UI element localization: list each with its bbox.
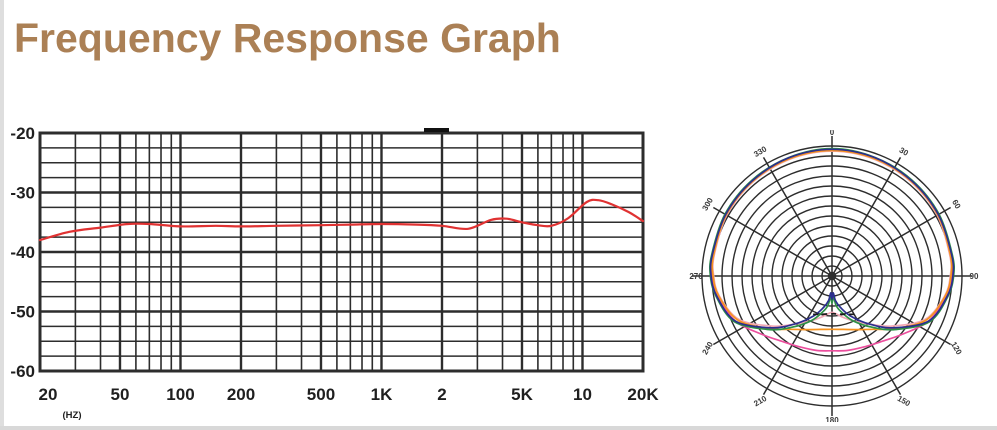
frequency-response-chart: 20 50 100 200 500 1K 2 5K 10 20K (HZ) -20 -30 -40 -50 -…	[10, 124, 659, 421]
x-tick-label: 10	[573, 385, 592, 404]
x-tick-label: 20K	[627, 385, 659, 404]
polar-angle-label: 30	[898, 146, 911, 159]
page-title: Frequency Response Graph	[14, 15, 561, 61]
polar-spoke	[712, 275, 833, 346]
polar-spoke	[762, 156, 833, 277]
x-axis-unit-label: (HZ)	[63, 410, 82, 421]
pattern-orange	[711, 149, 953, 331]
top-border-mark	[424, 128, 449, 132]
polar-angle-label: 120	[949, 340, 964, 357]
y-tick-label: -40	[10, 243, 35, 262]
x-tick-label: 5K	[511, 385, 533, 404]
polar-angle-label: 270	[689, 272, 703, 281]
polar-angle-label: 330	[752, 144, 769, 159]
y-tick-label: -60	[10, 362, 35, 381]
polar-spoke	[831, 275, 902, 396]
pattern-rear-dashed	[809, 312, 855, 316]
polar-angle-label: 210	[752, 394, 769, 409]
x-tick-label: 200	[227, 385, 255, 404]
y-tick-label: -30	[10, 184, 35, 203]
polar-spoke	[712, 206, 833, 277]
x-tick-label: 1K	[371, 385, 393, 404]
polar-center-dot	[827, 271, 837, 281]
page-edge-bottom	[0, 426, 997, 430]
plot-border	[38, 131, 645, 373]
polar-angle-label: 0	[830, 130, 835, 137]
polar-angle-label: 240	[700, 340, 715, 357]
polar-spoke	[831, 206, 952, 277]
polar-spoke	[831, 275, 952, 346]
polar-angle-label: 60	[950, 198, 963, 211]
pattern-navy	[709, 148, 955, 329]
polar-angle-label: 90	[970, 272, 979, 281]
polar-angle-label: 150	[896, 394, 913, 409]
polar-angle-label: 300	[700, 196, 715, 213]
x-tick-label: 500	[307, 385, 335, 404]
x-tick-label: 50	[111, 385, 130, 404]
y-tick-label: -20	[10, 124, 35, 143]
polar-angle-label: 180	[825, 416, 839, 422]
x-tick-label: 100	[166, 385, 194, 404]
response-curve	[38, 198, 645, 242]
page-edge-left	[0, 0, 4, 430]
polar-pattern-chart: 0 30 60 90 120 150 180 210 240 270 300 330	[689, 130, 979, 422]
polar-spoke	[762, 275, 833, 396]
x-tick-label: 2	[437, 385, 446, 404]
polar-spoke	[831, 156, 902, 277]
y-tick-label: -50	[10, 303, 35, 322]
x-tick-label: 20	[39, 385, 58, 404]
